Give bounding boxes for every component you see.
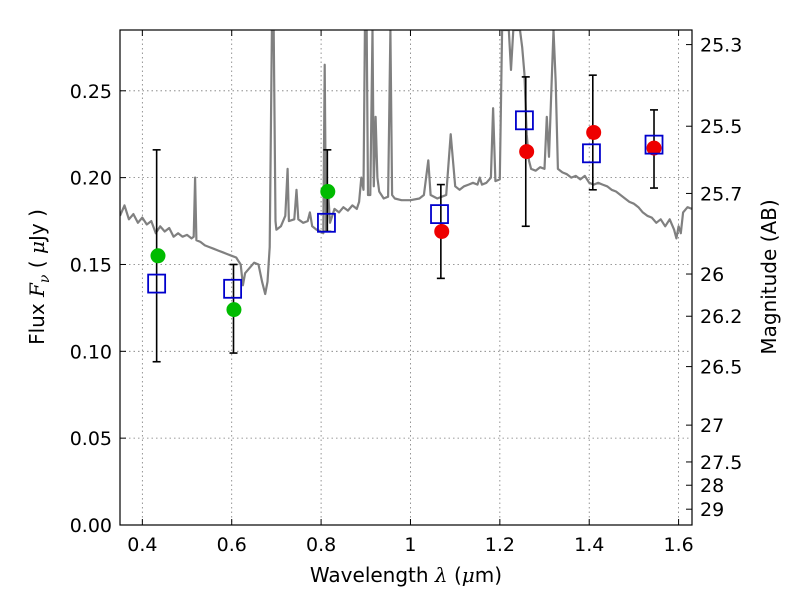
x-tick-label: 0.6	[217, 534, 247, 556]
y2-tick-label: 26.5	[700, 357, 742, 379]
y2-tick-label: 28	[700, 475, 724, 497]
y2-tick-label: 26.2	[700, 306, 742, 328]
model-square-marker	[430, 204, 449, 225]
y2-tick-label: 25.7	[700, 183, 742, 205]
x-tick-label: 1	[404, 534, 416, 556]
red-data-point	[519, 144, 535, 160]
y2-tick-label: 29	[700, 499, 724, 521]
red-data-point	[646, 140, 662, 156]
green-data-point	[226, 302, 242, 318]
x-tick-label: 1.6	[663, 534, 693, 556]
x-tick-label: 0.4	[127, 534, 157, 556]
red-data-point	[586, 124, 602, 140]
axis-ticks: 0.4 0.6 0.8 1 1.2 1.4 1.6 0.00 0.05 0.10 0.15 0.20 0…	[70, 30, 742, 556]
model-square-marker	[644, 134, 664, 155]
model-square-marker	[147, 273, 167, 294]
grid-lines	[120, 30, 692, 526]
model-square-marker	[582, 143, 601, 164]
red-data-point	[434, 223, 450, 239]
y-tick-label: 0.25	[70, 81, 112, 103]
model-square-marker	[317, 212, 336, 233]
x-tick-label: 1.2	[485, 534, 515, 556]
green-data-point	[150, 248, 166, 264]
model-square-marker	[223, 278, 243, 299]
y2-tick-label: 27	[700, 415, 724, 437]
y2-tick-label: 25.5	[700, 116, 742, 138]
x-axis-label: Wavelength λ (μm)	[310, 563, 502, 587]
y-tick-label: 0.15	[70, 254, 112, 276]
secondary-y-axis-label: Magnitude (AB)	[757, 199, 781, 354]
y-tick-label: 0.05	[70, 428, 112, 450]
y2-tick-label: 27.5	[700, 452, 742, 474]
y2-tick-label: 25.3	[700, 35, 742, 57]
y-tick-label: 0.20	[70, 168, 112, 190]
y-axis-label: Flux Fν ( μJy )	[25, 209, 53, 345]
y2-tick-label: 26	[700, 264, 724, 286]
y-tick-label: 0.10	[70, 341, 112, 363]
model-square-marker	[515, 110, 534, 131]
x-tick-label: 0.8	[306, 534, 336, 556]
plot-area	[120, 30, 692, 363]
plot-frame	[119, 29, 693, 526]
x-tick-label: 1.4	[574, 534, 604, 556]
spectrum-line	[120, 30, 692, 296]
green-data-point	[320, 184, 336, 200]
y-tick-label: 0.00	[70, 515, 112, 537]
